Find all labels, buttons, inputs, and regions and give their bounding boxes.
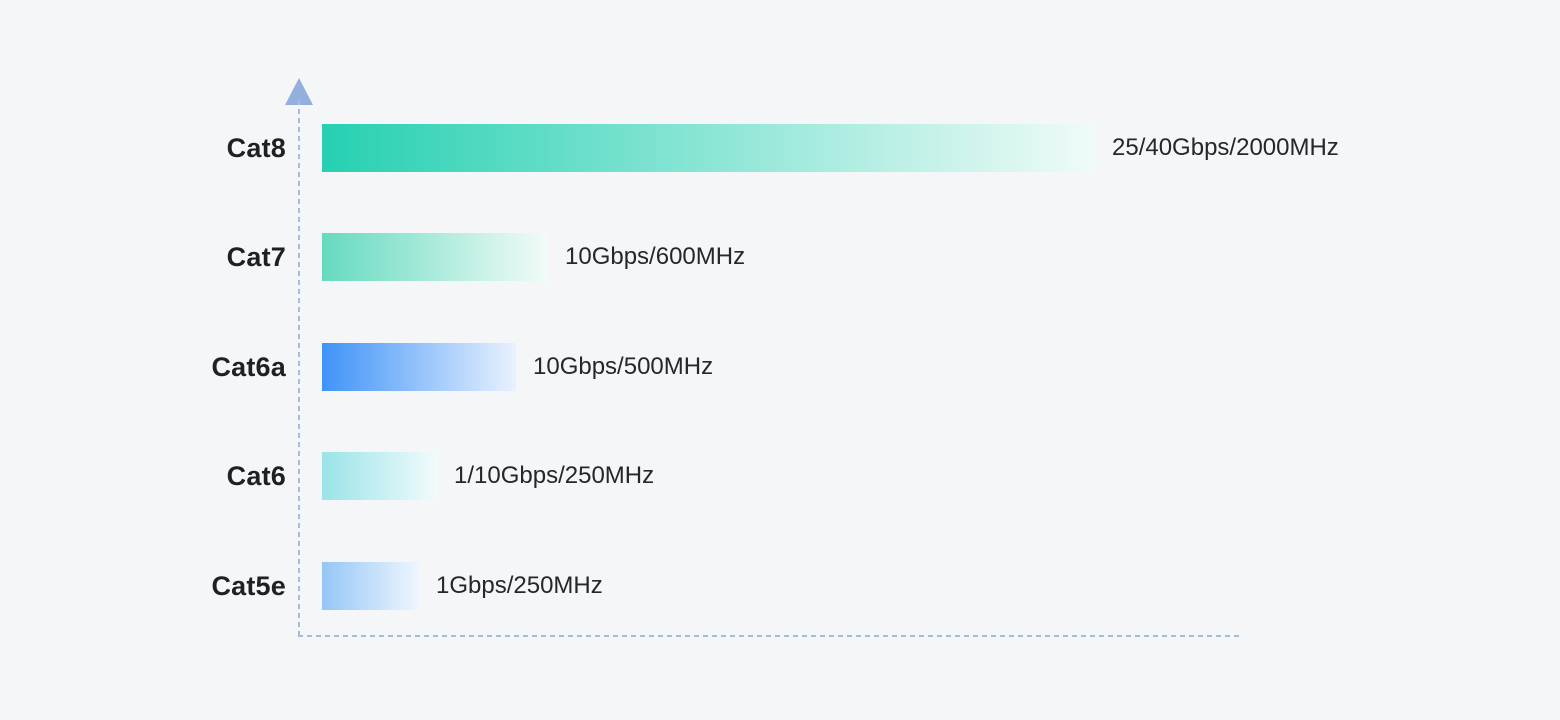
bar-cat8 xyxy=(322,124,1095,172)
value-label: 1Gbps/250MHz xyxy=(436,572,603,599)
category-label: Cat6a xyxy=(211,351,286,382)
bar-cat5e xyxy=(322,562,419,610)
value-label: 10Gbps/500MHz xyxy=(533,353,714,380)
category-label: Cat8 xyxy=(226,132,286,163)
value-label: 25/40Gbps/2000MHz xyxy=(1112,134,1339,161)
category-label: Cat7 xyxy=(226,241,286,272)
chart-row-cat6: Cat6 1/10Gbps/250MHz xyxy=(0,452,1560,500)
chart-row-cat5e: Cat5e 1Gbps/250MHz xyxy=(0,562,1560,610)
chart-row-cat8: Cat8 25/40Gbps/2000MHz xyxy=(0,124,1560,172)
category-label: Cat6 xyxy=(226,460,286,491)
value-label: 10Gbps/600MHz xyxy=(565,243,746,270)
chart-row-cat7: Cat7 10Gbps/600MHz xyxy=(0,233,1560,281)
y-axis-dashed-line xyxy=(298,100,300,637)
category-label: Cat5e xyxy=(211,570,286,601)
bar-cat6a xyxy=(322,343,516,391)
x-axis-dashed-line xyxy=(298,635,1239,637)
bar-cat6 xyxy=(322,452,437,500)
bar-cat7 xyxy=(322,233,548,281)
chart-row-cat6a: Cat6a 10Gbps/500MHz xyxy=(0,343,1560,391)
value-label: 1/10Gbps/250MHz xyxy=(454,462,655,489)
